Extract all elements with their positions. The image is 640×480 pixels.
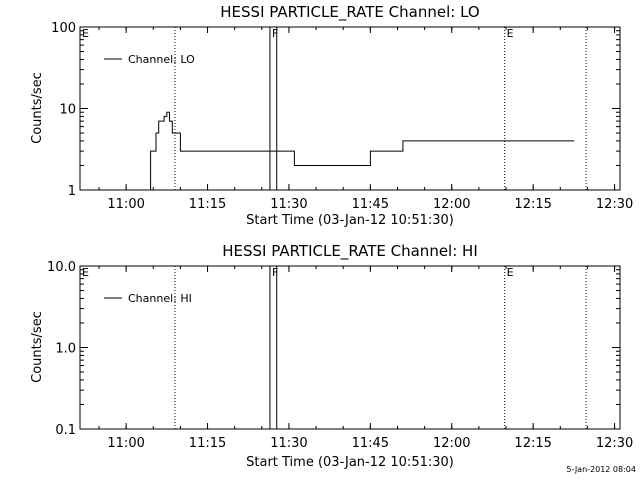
y-tick-label: 0.1 [55,423,76,438]
y-tick-label: 1.0 [55,342,76,357]
y-tick-label: 1 [68,184,76,199]
chart-marks: 11:00 11:15 11:30 11:45 12:00 12:15 12:30 1 10 10… [51,21,633,212]
x-tick-label: 12:30 [596,197,633,212]
y-axis-label: Counts/sec [30,311,45,383]
panel-hi: HESSI PARTICLE_RATE Channel: HI Start Ti… [30,242,633,470]
y-tick-label: 10.0 [47,260,76,275]
x-tick-label: 12:30 [596,436,633,451]
x-tick-label: 11:15 [189,436,226,451]
flag-label: E [82,27,89,40]
x-tick-label: 11:00 [107,197,144,212]
y-tick-label: 100 [51,21,76,36]
legend-label: Channel: LO [128,53,195,66]
x-tick-label: 12:00 [433,197,470,212]
chart-title: HESSI PARTICLE_RATE Channel: HI [222,242,478,261]
legend-label: Channel: HI [128,292,192,305]
panel-lo: HESSI PARTICLE_RATE Channel: LO Start Ti… [30,3,633,228]
x-tick-label: 12:15 [514,436,551,451]
x-tick-label: 11:30 [270,197,307,212]
y-axis-label: Counts/sec [30,72,45,144]
flag-label: E [507,27,514,40]
x-tick-label: 12:15 [514,197,551,212]
flag-label: E [82,266,89,279]
y-tick-label: 10 [59,103,76,118]
x-tick-label: 12:00 [433,436,470,451]
footer-timestamp: 5-Jan-2012 08:04 [566,465,636,474]
x-tick-label: 11:45 [352,436,389,451]
flag-label: E [507,266,514,279]
x-axis-label: Start Time (03-Jan-12 10:51:30) [246,455,454,470]
x-tick-label: 11:45 [352,197,389,212]
chart-marks: 11:00 11:15 11:30 11:45 12:00 12:15 12:30 10.0 1… [47,260,633,451]
x-tick-label: 11:00 [107,436,144,451]
chart-title: HESSI PARTICLE_RATE Channel: LO [220,3,479,22]
x-axis-label: Start Time (03-Jan-12 10:51:30) [246,213,454,228]
plot-frame [79,265,621,430]
x-tick-label: 11:30 [270,436,307,451]
series-line [93,111,575,191]
x-tick-label: 11:15 [189,197,226,212]
flag-label: F [272,27,278,40]
flag-label: F [272,266,278,279]
